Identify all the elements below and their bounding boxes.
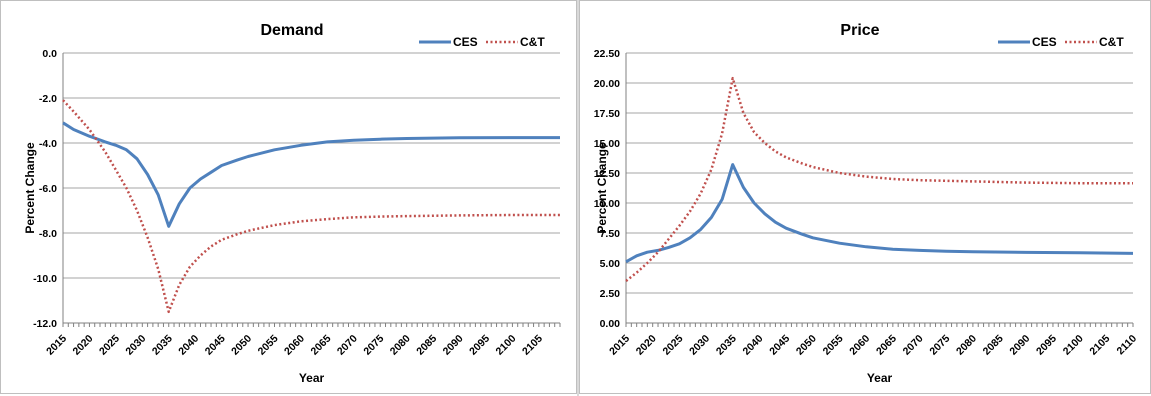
x-tick-label: 2080: [388, 333, 413, 358]
y-tick-label: 0.00: [600, 318, 621, 330]
x-tick-label: 2030: [123, 333, 148, 358]
ct-series-line: [625, 76, 1133, 282]
x-tick-label: 2065: [308, 333, 333, 358]
y-tick-label: 22.50: [594, 48, 620, 60]
y-tick-label: 15.00: [594, 138, 620, 150]
y-tick-label: 2.50: [600, 288, 621, 300]
x-axis-label: Year: [299, 371, 325, 385]
x-tick-label: 2095: [467, 333, 492, 358]
y-tick-label: -12.0: [33, 318, 57, 330]
x-tick-label: 2015: [607, 333, 632, 358]
ct-series-line: [62, 99, 560, 314]
x-tick-label: 2095: [1034, 333, 1059, 358]
x-tick-label: 2070: [901, 333, 926, 358]
panel-divider: [577, 0, 579, 396]
chart-title: Price: [840, 22, 879, 39]
x-axis-label: Year: [867, 371, 893, 385]
legend-ct-label: C&T: [1099, 35, 1124, 49]
legend-ces-label: CES: [1032, 35, 1057, 49]
x-tick-label: 2105: [1087, 333, 1112, 358]
x-tick-label: 2060: [847, 333, 872, 358]
x-tick-label: 2085: [981, 333, 1006, 358]
x-tick-label: 2015: [44, 333, 69, 358]
y-tick-label: 17.50: [594, 108, 620, 120]
y-tick-label: -4.0: [39, 138, 57, 150]
x-tick-label: 2050: [229, 333, 254, 358]
x-tick-label: 2035: [150, 333, 175, 358]
y-axis-label: Percent Change: [23, 142, 37, 234]
x-tick-label: 2020: [71, 333, 96, 358]
x-tick-label: 2105: [520, 333, 545, 358]
x-tick-label: 2075: [927, 333, 952, 358]
y-tick-label: -8.0: [39, 228, 57, 240]
legend-ct-label: C&T: [520, 35, 545, 49]
x-tick-label: 2040: [176, 333, 201, 358]
x-tick-label: 2045: [203, 333, 228, 358]
ces-series-line: [625, 163, 1134, 264]
demand-chart-panel: Demand 0.0 -2.0 -4.0 -6.0 -8.0 -10.0 -12.0 2015 2…: [0, 0, 577, 394]
x-tick-label: 2100: [1061, 333, 1086, 358]
x-tick-label: 2110: [1115, 333, 1140, 358]
x-tick-label: 2035: [714, 333, 739, 358]
x-tick-label: 2050: [794, 333, 819, 358]
y-tick-label: 10.00: [594, 198, 620, 210]
x-tick-label: 2080: [954, 333, 979, 358]
y-axis-label: Percent Change: [595, 142, 609, 234]
x-tick-label: 2075: [361, 333, 386, 358]
legend-ces-label: CES: [453, 35, 478, 49]
x-tick-label: 2055: [821, 333, 846, 358]
y-tick-label: -6.0: [39, 183, 57, 195]
x-tick-label: 2100: [494, 333, 519, 358]
x-tick-label: 2085: [414, 333, 439, 358]
x-tick-label: 2090: [441, 333, 466, 358]
x-tick-label: 2020: [634, 333, 659, 358]
x-tick-label: 2065: [874, 333, 899, 358]
x-tick-label: 2025: [97, 333, 122, 358]
ces-series-line: [62, 121, 560, 228]
x-tick-label: 2040: [741, 333, 766, 358]
x-tick-label: 2045: [767, 333, 792, 358]
x-tick-label: 2060: [282, 333, 307, 358]
y-tick-label: 5.00: [600, 258, 621, 270]
x-tick-label: 2090: [1007, 333, 1032, 358]
y-tick-label: -2.0: [39, 93, 57, 105]
chart-title: Demand: [260, 22, 323, 39]
price-chart-panel: Price 0.00 2.50 5.00 7.50 10.00 12.50 15.00 17.5…: [579, 0, 1151, 394]
x-tick-label: 2025: [660, 333, 685, 358]
x-tick-label: 2030: [687, 333, 712, 358]
y-tick-label: 20.00: [594, 78, 620, 90]
y-tick-label: 12.50: [594, 168, 620, 180]
price-chart-svg: Price 0.00 2.50 5.00 7.50 10.00 12.50 15.00 17.5…: [594, 22, 1140, 385]
x-tick-label: 2055: [256, 333, 281, 358]
y-tick-label: -10.0: [33, 273, 57, 285]
x-tick-label: 2070: [335, 333, 360, 358]
y-tick-label: 0.0: [42, 48, 57, 60]
y-tick-label: 7.50: [600, 228, 621, 240]
